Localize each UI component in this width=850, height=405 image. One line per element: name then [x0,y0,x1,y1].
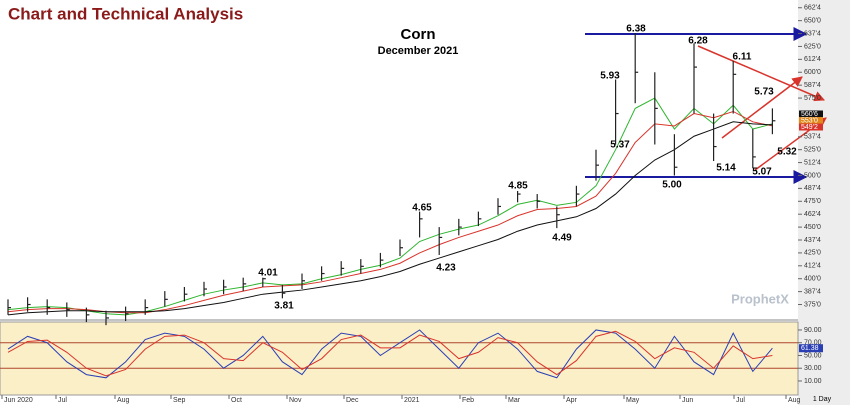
last-price-label: 549'2 [801,124,818,131]
y-tick-label: 587'4 [804,82,821,89]
value-label: 61.38 [801,345,819,352]
y-tick-label: 637'4 [804,30,821,37]
y-tick-label: 650'0 [804,17,821,24]
y-tick-label: 412'4 [804,263,821,270]
x-tick-label: Oct [231,397,242,404]
x-tick-label: Sep [173,397,186,404]
price-annotation: 4.49 [552,233,572,244]
x-tick-label: Jun [682,397,693,404]
last-price-label: 553'0 [801,117,818,124]
chart-title: Corn [401,26,436,43]
watermark: ProphetX [731,291,789,306]
y-tick-label: 30.00 [804,365,822,372]
price-annotation: 4.23 [436,263,456,274]
last-price-box [799,117,823,124]
x-tick-label: Nov [289,397,302,404]
price-annotation: 5.00 [662,180,682,191]
moving-average [7,110,773,314]
y-tick-label: 10.00 [804,378,822,385]
x-tick-label: Apr [566,397,578,404]
y-tick-label: 537'4 [804,134,821,141]
price-annotation: 5.73 [754,87,774,98]
interval-label: 1 Day [813,396,832,403]
x-tick-label: Aug [117,397,130,404]
price-annotation: 5.32 [777,147,797,158]
x-tick-label: Jul [736,397,745,404]
y-tick-label: 437'4 [804,237,821,244]
price-panel [0,0,798,320]
y-tick-label: 500'0 [804,172,821,179]
price-annotation: 5.07 [752,167,772,178]
x-tick-label: May [626,397,640,404]
y-tick-label: 375'0 [804,301,821,308]
last-price-box [799,123,823,131]
trend-line [697,45,825,102]
y-tick-label: 600'0 [804,69,821,76]
oscillator-panel [0,321,799,396]
price-annotation: 6.38 [626,24,646,35]
y-tick-label: 475'0 [804,198,821,205]
oscillator-line [7,329,773,379]
price-annotation: 5.14 [716,163,736,174]
y-tick-label: 625'0 [804,43,821,50]
x-tick-label: Feb [462,397,474,404]
page-title: Chart and Technical Analysis [8,4,243,23]
x-tick-label: 2021 [404,397,420,404]
last-price-box [799,110,823,118]
y-tick-label: 50.00 [804,352,822,359]
y-tick-label: 525'0 [804,147,821,154]
y-tick-label: 512'4 [804,159,821,166]
x-tick-label: Jun 2020 [4,397,33,404]
y-tick-label: 662'4 [804,5,821,12]
value-box [799,344,823,353]
y-tick-label: 425'0 [804,250,821,257]
y-tick-label: 462'4 [804,211,821,218]
price-annotation: 5.93 [600,71,620,82]
x-tick-label: Mar [508,397,521,404]
y-tick-label: 487'4 [804,185,821,192]
price-annotation: 4.65 [412,203,432,214]
y-tick-label: 575'0 [804,95,821,102]
trend-line [721,76,803,139]
moving-average [7,121,773,316]
axis-panel [798,0,850,405]
price-annotation: 5.37 [610,140,630,151]
y-tick-label: 612'4 [804,56,821,63]
price-annotation: 6.11 [733,52,752,63]
x-tick-label: Aug [788,397,801,404]
y-tick-label: 90.00 [804,327,822,334]
price-annotation: 4.85 [508,181,528,192]
x-tick-label: Jul [58,397,67,404]
oscillator-line [7,330,773,377]
y-tick-label: 387'4 [804,288,821,295]
chart-subtitle: December 2021 [378,45,459,57]
moving-average [7,97,773,316]
price-annotation: 4.01 [258,268,278,279]
x-tick-label: Dec [346,397,359,404]
last-price-label: 560'6 [801,111,818,118]
price-annotation: 6.28 [688,36,708,47]
price-annotation: 3.81 [274,301,294,312]
y-tick-label: 450'0 [804,224,821,231]
y-tick-label: 400'0 [804,276,821,283]
y-tick-label: 70.00 [804,340,822,347]
